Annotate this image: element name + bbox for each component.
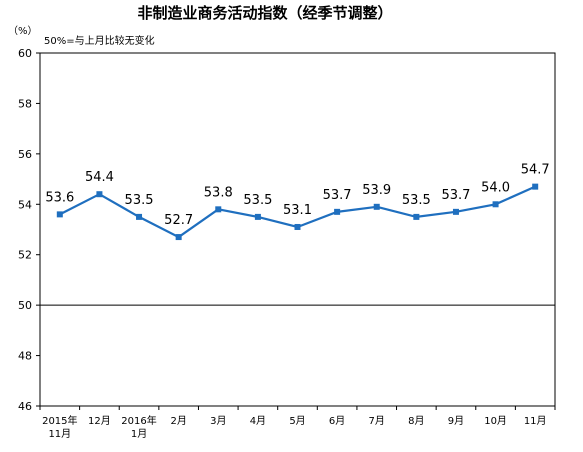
x-tick-label: 6月 <box>329 415 345 427</box>
data-label: 53.6 <box>45 190 74 205</box>
data-point-marker <box>56 211 63 218</box>
data-label: 53.5 <box>243 193 272 208</box>
y-tick-label: 50 <box>18 299 32 312</box>
plot-area-frame <box>39 52 556 407</box>
x-tick-label: 11月 <box>524 415 547 427</box>
data-label: 54.4 <box>85 170 114 185</box>
data-point-marker <box>254 213 261 220</box>
y-unit-label: （%） <box>8 25 38 37</box>
x-tick-label: 8月 <box>408 415 424 427</box>
data-point-marker <box>175 234 182 241</box>
data-point-marker <box>294 223 301 230</box>
y-axis-ticks: 46 48 50 52 54 56 58 60 <box>18 47 40 413</box>
data-point-marker <box>452 208 459 215</box>
data-point-marker <box>532 183 539 190</box>
data-point-marker <box>96 191 103 198</box>
data-label: 53.5 <box>402 193 431 208</box>
y-tick-label: 56 <box>18 148 32 161</box>
data-point-marker <box>373 203 380 210</box>
data-labels: 53.6 54.4 53.5 52.7 53.8 53.5 53.1 53.7 53.9 53.5… <box>45 163 549 228</box>
x-tick-label: 2016年 <box>121 414 156 427</box>
chart-annotation: 50%=与上月比较无变化 <box>44 34 155 47</box>
series-markers <box>56 183 539 241</box>
data-label: 53.7 <box>323 188 352 203</box>
data-point-marker <box>136 213 143 220</box>
x-tick-label: 9月 <box>448 415 464 427</box>
y-tick-label: 58 <box>18 97 32 110</box>
x-tick-label: 10月 <box>484 415 507 427</box>
x-tick-label: 5月 <box>289 415 305 427</box>
x-tick-label: 2015年 <box>42 414 77 427</box>
data-label: 53.1 <box>283 203 312 218</box>
y-tick-label: 52 <box>18 249 32 262</box>
data-label: 53.7 <box>441 188 470 203</box>
data-label: 52.7 <box>164 213 193 228</box>
data-label: 53.5 <box>125 193 154 208</box>
x-tick-label: 7月 <box>369 415 385 427</box>
data-label: 53.8 <box>204 185 233 200</box>
x-tick-label: 4月 <box>250 415 266 427</box>
x-tick-label: 11月 <box>48 428 71 440</box>
x-tick-label: 1月 <box>131 428 147 440</box>
y-tick-label: 46 <box>18 400 32 413</box>
x-tick-label: 12月 <box>88 415 111 427</box>
data-label: 54.0 <box>481 180 510 195</box>
y-tick-label: 60 <box>18 47 32 60</box>
y-tick-label: 54 <box>18 198 32 211</box>
chart-title: 非制造业商务活动指数（经季节调整） <box>137 4 392 22</box>
x-tick-label: 3月 <box>210 415 226 427</box>
data-point-marker <box>492 201 499 208</box>
data-point-marker <box>334 208 341 215</box>
x-tick-label: 2月 <box>170 415 186 427</box>
data-label: 54.7 <box>521 163 550 178</box>
data-point-marker <box>215 206 222 213</box>
data-label: 53.9 <box>362 183 391 198</box>
y-tick-label: 48 <box>18 350 32 363</box>
data-point-marker <box>413 213 420 220</box>
